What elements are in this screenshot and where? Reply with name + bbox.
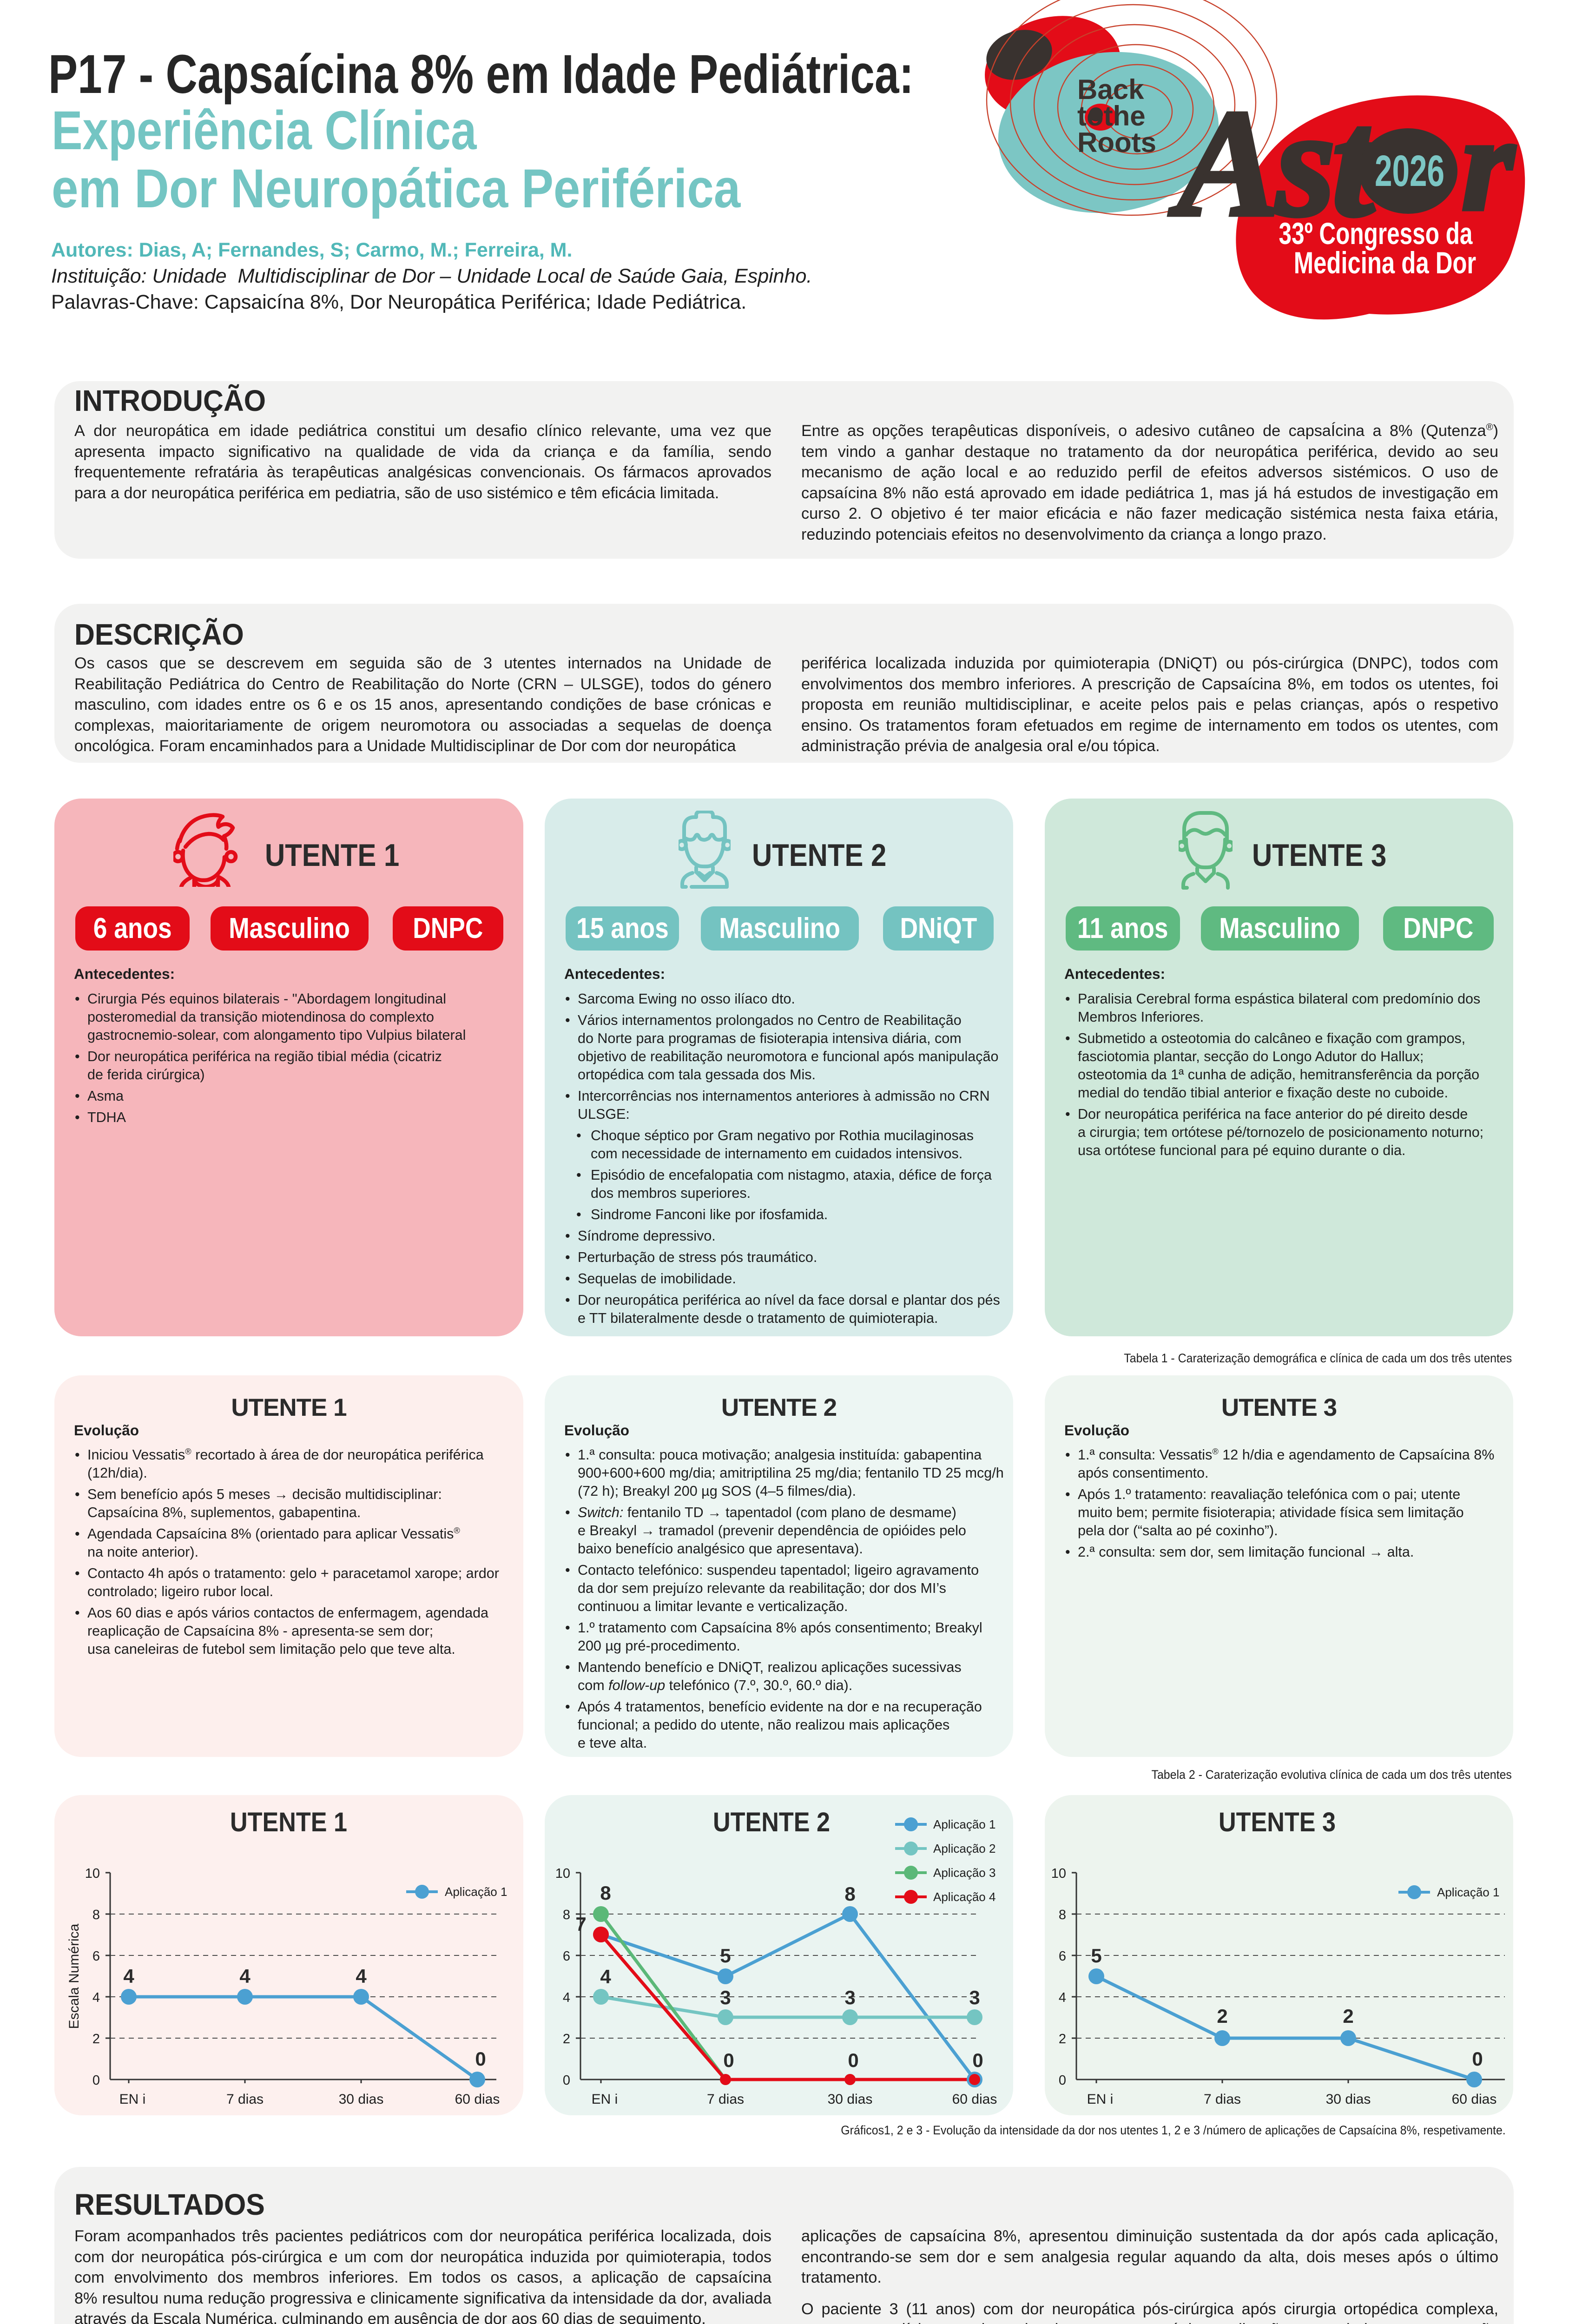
svg-text:Ast: Ast	[1167, 79, 1379, 248]
svg-text:2: 2	[1059, 2032, 1066, 2047]
svg-text:2: 2	[1343, 2005, 1353, 2027]
svg-text:0: 0	[475, 2048, 486, 2070]
svg-text:Back: Back	[1077, 74, 1144, 105]
svg-text:0: 0	[1472, 2048, 1483, 2070]
svg-text:Medicina da Dor: Medicina da Dor	[1294, 246, 1477, 280]
svg-text:Aplicação 4: Aplicação 4	[933, 1890, 995, 1904]
svg-text:30 dias: 30 dias	[828, 2092, 873, 2107]
svg-text:4: 4	[356, 1965, 367, 1987]
svg-text:Roots: Roots	[1077, 127, 1156, 158]
svg-text:Aplicação 1: Aplicação 1	[445, 1885, 507, 1899]
svg-text:4: 4	[600, 1966, 611, 1987]
svg-text:Aplicação 1: Aplicação 1	[1437, 1885, 1499, 1899]
svg-text:7 dias: 7 dias	[226, 2092, 264, 2107]
svg-text:8: 8	[1059, 1908, 1066, 1922]
svg-text:60 dias: 60 dias	[952, 2092, 997, 2107]
svg-text:UTENTE 2: UTENTE 2	[713, 1807, 830, 1837]
svg-text:30 dias: 30 dias	[339, 2092, 384, 2107]
svg-text:Aplicação 3: Aplicação 3	[933, 1866, 995, 1880]
svg-text:6: 6	[563, 1949, 570, 1964]
svg-text:0: 0	[848, 2049, 858, 2071]
svg-text:60 dias: 60 dias	[1452, 2092, 1497, 2107]
svg-text:UTENTE 1: UTENTE 1	[230, 1807, 347, 1837]
svg-text:2: 2	[563, 2032, 570, 2047]
svg-text:3: 3	[844, 1987, 855, 2008]
svg-text:t​o​the: t​o​the	[1077, 100, 1146, 132]
svg-text:3: 3	[720, 1987, 731, 2008]
svg-text:Escala Numérica: Escala Numérica	[66, 1923, 82, 2029]
svg-text:6: 6	[92, 1949, 100, 1964]
svg-text:8: 8	[844, 1883, 855, 1905]
svg-text:5: 5	[1091, 1945, 1101, 1967]
svg-text:7 dias: 7 dias	[707, 2092, 744, 2107]
svg-text:8: 8	[600, 1882, 611, 1904]
svg-text:4: 4	[563, 1990, 570, 2005]
svg-text:4: 4	[123, 1965, 134, 1987]
svg-text:0: 0	[972, 2049, 983, 2071]
svg-text:4: 4	[92, 1990, 100, 2005]
svg-text:5: 5	[720, 1945, 731, 1967]
svg-text:UTENTE 3: UTENTE 3	[1219, 1807, 1336, 1837]
svg-text:EN i: EN i	[592, 2092, 618, 2107]
svg-text:7: 7	[575, 1913, 586, 1935]
svg-text:10: 10	[1051, 1866, 1066, 1881]
svg-text:10: 10	[85, 1866, 100, 1881]
svg-text:EN i: EN i	[1087, 2092, 1114, 2107]
svg-text:3: 3	[969, 1987, 980, 2008]
svg-text:0: 0	[563, 2073, 570, 2088]
svg-text:8: 8	[92, 1908, 100, 1922]
svg-text:4: 4	[239, 1965, 251, 1987]
svg-text:0: 0	[1059, 2073, 1066, 2088]
svg-text:33º Congresso da: 33º Congresso da	[1279, 217, 1473, 251]
svg-text:2: 2	[1217, 2005, 1227, 2027]
svg-text:0: 0	[723, 2049, 734, 2071]
svg-text:Aplicação 2: Aplicação 2	[933, 1842, 995, 1855]
svg-text:0: 0	[92, 2073, 100, 2088]
svg-text:10: 10	[555, 1866, 570, 1881]
svg-text:6: 6	[1059, 1949, 1066, 1964]
svg-text:2: 2	[92, 2032, 100, 2047]
svg-text:Aplicação 1: Aplicação 1	[933, 1817, 995, 1831]
svg-text:60 dias: 60 dias	[455, 2092, 500, 2107]
svg-text:30 dias: 30 dias	[1326, 2092, 1371, 2107]
svg-text:8: 8	[563, 1908, 570, 1922]
svg-text:7 dias: 7 dias	[1204, 2092, 1241, 2107]
svg-text:r: r	[1462, 89, 1516, 238]
svg-text:EN i: EN i	[119, 2092, 146, 2107]
svg-text:2026: 2026	[1375, 146, 1444, 196]
svg-text:4: 4	[1059, 1990, 1066, 2005]
